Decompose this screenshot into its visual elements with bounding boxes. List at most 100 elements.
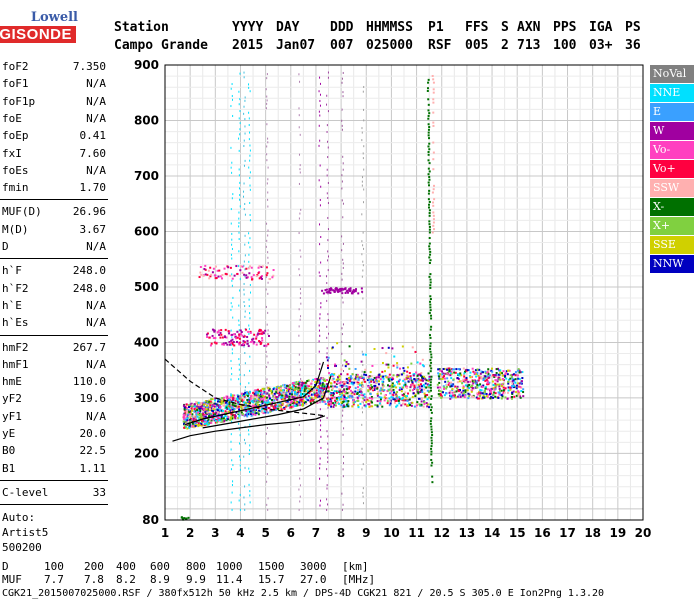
echo-point <box>393 401 396 404</box>
echo-point <box>213 274 216 277</box>
echo-point <box>278 404 281 407</box>
echo-point <box>327 474 329 477</box>
echo-point <box>331 385 334 388</box>
echo-point <box>295 403 298 406</box>
echo-point <box>239 434 241 437</box>
d_values-2: 400 <box>116 560 136 573</box>
echo-point <box>200 273 203 276</box>
echo-point <box>342 242 344 245</box>
echo-point <box>283 383 286 386</box>
echo-point <box>472 370 475 373</box>
echo-point <box>263 387 266 390</box>
echo-point <box>244 362 246 365</box>
echo-point <box>432 218 435 221</box>
echo-point <box>333 396 336 399</box>
echo-point <box>239 198 241 201</box>
echo-point <box>440 394 443 397</box>
echo-point <box>307 399 310 402</box>
echo-point <box>272 269 275 272</box>
echo-point <box>255 337 258 340</box>
echo-point <box>500 397 503 400</box>
echo-point <box>231 343 234 346</box>
legend: NoVal NNE E W Vo- Vo+ SSW X- X+ SSE NNW <box>650 65 696 273</box>
echo-point <box>437 372 440 375</box>
echo-point <box>508 386 511 389</box>
echo-point <box>193 423 196 426</box>
echo-point <box>508 380 511 383</box>
echo-point <box>244 438 246 441</box>
echo-point <box>233 344 236 347</box>
echo-point <box>203 424 206 427</box>
echo-point <box>236 272 239 275</box>
echo-point <box>229 408 232 411</box>
echo-point <box>408 403 411 406</box>
echo-point <box>244 275 246 278</box>
echo-point <box>248 138 250 141</box>
echo-point <box>494 375 497 378</box>
echo-point <box>380 375 383 378</box>
echo-point <box>238 103 240 106</box>
echo-point <box>307 395 310 398</box>
echo-point <box>492 393 495 396</box>
logo-lowell-text: Lowell <box>30 10 78 25</box>
echo-point <box>429 250 432 253</box>
echo-point <box>431 231 434 234</box>
echo-point <box>469 376 472 379</box>
echo-point <box>246 342 249 345</box>
echo-point <box>464 381 467 384</box>
echo-point <box>190 404 193 407</box>
echo-point <box>498 376 501 379</box>
echo-point <box>329 393 332 396</box>
echo-point <box>436 386 439 389</box>
echo-point <box>239 110 241 113</box>
echo-point <box>304 381 307 384</box>
echo-point <box>341 352 343 355</box>
echo-point <box>448 367 451 370</box>
echo-point <box>231 277 234 280</box>
echo-point <box>209 275 212 278</box>
echo-point <box>220 402 223 405</box>
echo-point <box>317 380 320 383</box>
echo-point <box>498 378 501 381</box>
auto-line-0: Auto: <box>2 511 36 525</box>
echo-point <box>379 398 382 401</box>
echo-point <box>196 415 199 418</box>
echo-point <box>383 389 386 392</box>
echo-point <box>243 208 245 211</box>
echo-point <box>216 409 219 412</box>
echo-point <box>262 392 265 395</box>
echo-point <box>232 409 235 412</box>
echo-point <box>373 388 376 391</box>
echo-point <box>349 389 352 392</box>
echo-point <box>233 414 236 417</box>
echo-point <box>250 266 253 269</box>
echo-point <box>326 416 328 419</box>
echo-point <box>507 386 510 389</box>
echo-point <box>346 381 349 384</box>
param-key: hmF1 <box>2 357 29 371</box>
echo-point <box>238 416 240 419</box>
echo-point <box>249 331 252 334</box>
echo-point <box>482 391 485 394</box>
echo-point <box>249 265 252 268</box>
echo-point <box>242 406 245 409</box>
echo-point <box>426 89 429 92</box>
echo-point <box>226 415 229 418</box>
echo-point <box>333 390 336 393</box>
echo-point <box>383 399 386 402</box>
echo-point <box>326 487 328 490</box>
echo-point <box>451 388 454 391</box>
echo-point <box>406 377 409 380</box>
echo-point <box>228 405 231 408</box>
echo-point <box>509 387 512 390</box>
echo-point <box>250 395 253 398</box>
echo-point <box>258 265 261 268</box>
echo-point <box>291 395 294 398</box>
echo-point <box>283 397 286 400</box>
echo-point <box>244 213 246 216</box>
echo-point <box>210 421 213 424</box>
echo-point <box>377 390 380 393</box>
echo-point <box>275 396 278 399</box>
echo-point <box>232 114 234 117</box>
echo-point <box>243 190 245 193</box>
